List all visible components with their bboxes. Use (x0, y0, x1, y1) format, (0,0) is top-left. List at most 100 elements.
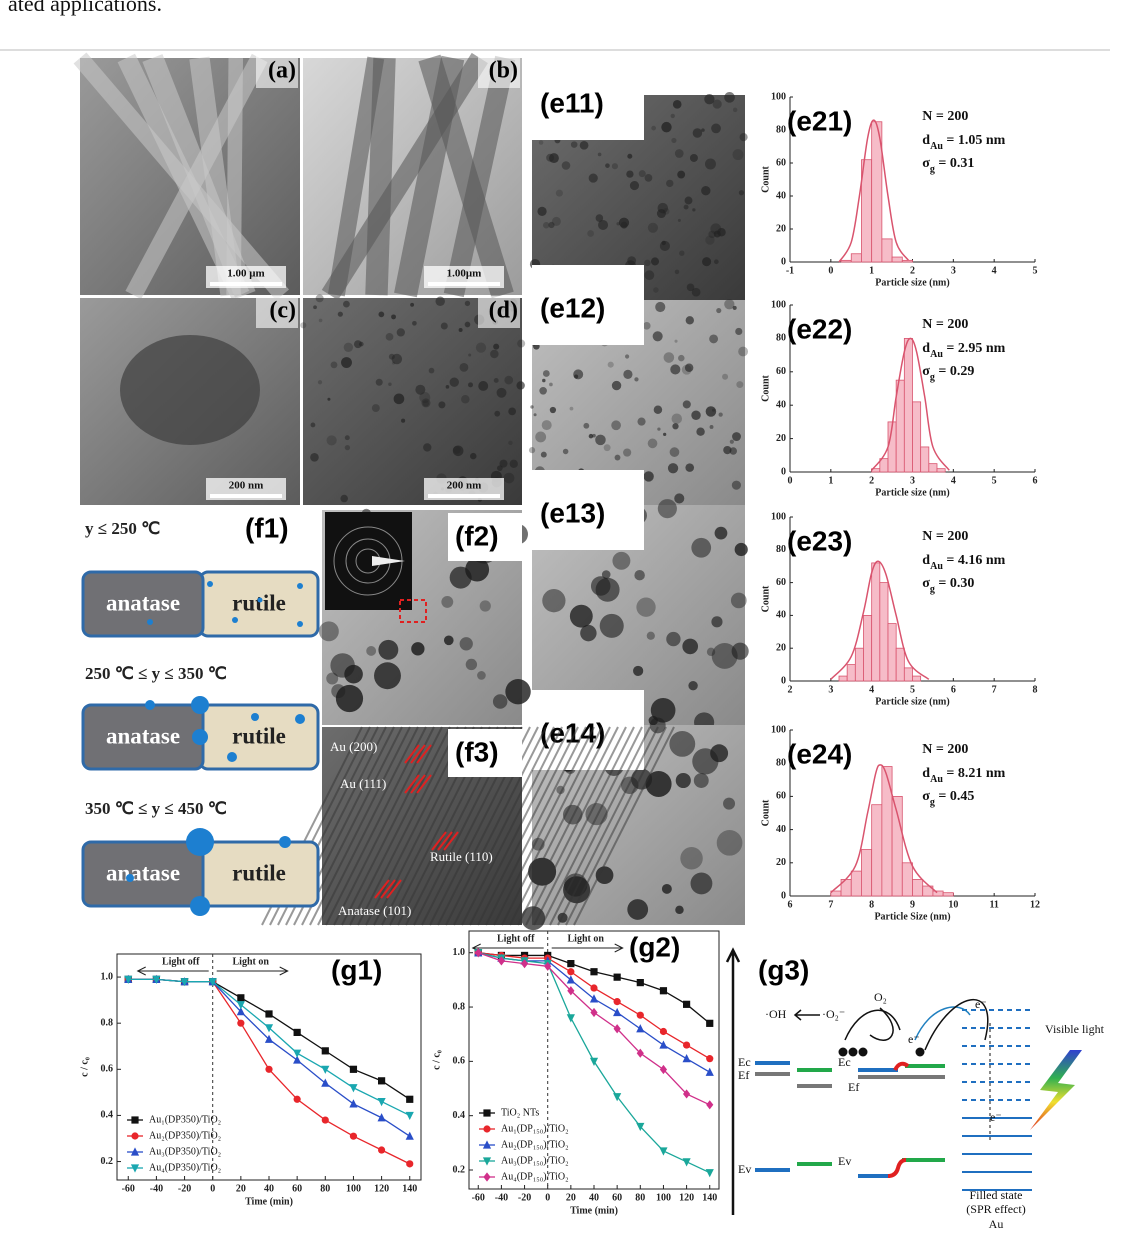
texture (691, 411, 700, 420)
band-label: Ef (848, 1080, 859, 1094)
texture (392, 362, 395, 365)
state-label: Filled state (970, 1188, 1023, 1202)
texture (550, 407, 556, 413)
texture (732, 481, 741, 490)
annotation-symbol: d (922, 553, 930, 568)
x-tick-label: 140 (702, 1192, 717, 1203)
texture (709, 334, 718, 343)
texture (739, 190, 744, 195)
texture (648, 223, 658, 233)
y-tick-label: 40 (776, 610, 786, 621)
bar (913, 879, 923, 896)
marker (637, 1012, 644, 1019)
texture (712, 643, 738, 669)
x-tick-label: 9 (910, 899, 915, 910)
x-tick-label: 100 (346, 1183, 361, 1194)
texture (706, 406, 717, 417)
x-tick-label: 100 (656, 1192, 671, 1203)
texture (341, 357, 352, 368)
texture (562, 161, 571, 170)
texture (724, 92, 735, 103)
x-tick-label: 40 (264, 1183, 274, 1194)
texture (423, 443, 431, 451)
electron (839, 1048, 848, 1057)
texture (714, 259, 719, 264)
bar (851, 254, 861, 262)
texture (336, 685, 363, 712)
texture (686, 316, 694, 324)
texture (319, 319, 323, 323)
panel-label: (b) (489, 58, 518, 84)
marker (350, 1066, 357, 1073)
texture (722, 374, 728, 380)
texture (573, 369, 583, 379)
texture (490, 350, 498, 358)
condition: 350 ℃ ≤ y ≤ 450 ℃ (85, 799, 227, 818)
condition: y ≤ 250 ℃ (85, 519, 160, 538)
texture (338, 312, 343, 317)
texture (733, 306, 737, 310)
annotation: N = 200 (922, 109, 968, 124)
texture (644, 260, 650, 266)
bar (841, 260, 851, 262)
legend-marker (483, 1125, 490, 1132)
y-tick-label: 40 (776, 399, 786, 410)
texture (234, 58, 236, 295)
texture (693, 128, 702, 137)
texture (388, 382, 391, 385)
marker (406, 1096, 413, 1103)
texture (450, 378, 459, 387)
lattice-label: Au (111) (340, 776, 386, 791)
texture (580, 141, 589, 150)
texture (505, 679, 530, 704)
x-tick-label: -1 (786, 265, 794, 276)
au-particle (279, 836, 291, 848)
texture (319, 621, 339, 641)
texture (672, 413, 683, 424)
texture (612, 381, 621, 390)
marker (683, 1001, 690, 1008)
texture (598, 153, 602, 157)
x-tick-label: 40 (589, 1192, 599, 1203)
texture (326, 672, 338, 684)
texture (316, 294, 324, 302)
texture (627, 899, 648, 920)
annotation-subscript: Au (930, 774, 943, 785)
texture (441, 596, 453, 608)
x-tick-label: 5 (1033, 265, 1038, 276)
x-tick-label: 1 (869, 265, 874, 276)
state-label: (SPR effect) (966, 1202, 1025, 1216)
panel-label: (g3) (758, 954, 809, 985)
band-label: Ev (838, 1154, 851, 1168)
texture (672, 423, 678, 429)
texture (493, 344, 499, 350)
x-tick-label: 60 (292, 1183, 302, 1194)
species: O₂ (874, 990, 887, 1004)
x-tick-label: 3 (910, 475, 915, 486)
bar (880, 583, 888, 681)
texture (429, 368, 435, 374)
texture (591, 576, 611, 596)
marker (294, 1096, 301, 1103)
texture (504, 376, 513, 385)
marker (567, 968, 574, 975)
au-particle (207, 581, 213, 587)
panel-label: (e24) (787, 738, 852, 769)
texture (549, 383, 553, 387)
marker (378, 1146, 385, 1153)
panel-label: (e21) (787, 105, 852, 136)
au-particle (186, 828, 214, 856)
x-tick-label: 4 (951, 475, 956, 486)
texture (313, 305, 317, 309)
bar (882, 767, 892, 896)
x-tick-label: -40 (495, 1192, 508, 1203)
texture (675, 270, 679, 274)
bar (902, 260, 912, 262)
x-tick-label: 0 (210, 1183, 215, 1194)
texture (468, 382, 473, 387)
annotation-value: = 0.45 (935, 789, 974, 804)
texture (717, 228, 725, 236)
texture (671, 114, 675, 118)
x-tick-label: 4 (869, 684, 874, 695)
y-tick-label: 20 (776, 642, 786, 653)
